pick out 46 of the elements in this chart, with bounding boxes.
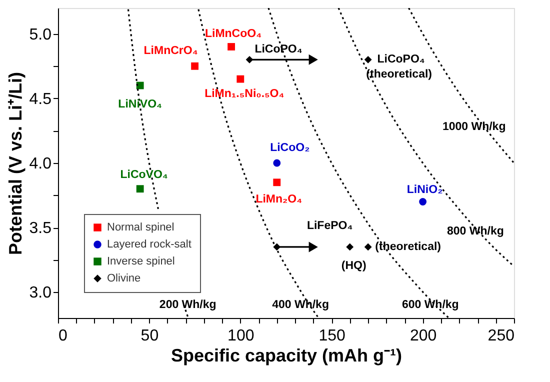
point	[346, 243, 354, 251]
point	[364, 243, 372, 251]
annotation: 1000 Wh/kg	[442, 120, 506, 133]
legend-label: Olivine	[107, 272, 141, 284]
annotation: LiNiVO₄	[118, 98, 162, 110]
annotation: (theoretical)	[375, 240, 442, 253]
point	[364, 56, 372, 64]
annotation: LiMnCrO₄	[144, 45, 198, 58]
point	[273, 178, 281, 186]
x-tick-label: 50	[140, 328, 159, 344]
annotation: LiCoVO₄	[120, 168, 168, 181]
point	[273, 159, 281, 167]
legend-label: Inverse spinel	[107, 256, 175, 268]
x-tick-label: 100	[228, 328, 254, 344]
annotation: 800 Wh/kg	[446, 225, 504, 238]
annotation: LiCoPO₄	[377, 54, 425, 66]
legend-label: Normal spinel	[107, 222, 174, 234]
y-tick-label: 3.0	[29, 284, 52, 302]
annotation: (theoretical)	[366, 68, 432, 81]
legend-label: Layered rock-salt	[107, 238, 192, 250]
annotation: 200 Wh/kg	[159, 299, 216, 312]
annotation: (HQ)	[341, 260, 366, 272]
point	[419, 198, 427, 206]
x-tick-label: 0	[58, 328, 68, 344]
y-tick-label: 4.5	[29, 90, 52, 108]
annotation: LiCoPO₄	[254, 44, 302, 56]
annotation: LiMnCoO₄	[204, 28, 262, 40]
y-tick-label: 4.0	[29, 156, 52, 172]
x-axis-title: Specific capacity (mAh g⁻¹)	[170, 346, 402, 366]
x-tick-label: 200	[410, 328, 437, 344]
annotation: 600 Wh/kg	[402, 299, 459, 312]
annotation: 400 Wh/kg	[272, 299, 329, 312]
x-tick-label: 250	[488, 328, 515, 344]
point	[136, 185, 144, 193]
point	[236, 75, 244, 83]
y-axis-title: Potential (V vs. Li⁺/Li)	[5, 72, 26, 256]
annotation: LiNiO₂	[406, 184, 443, 196]
annotation: LiCoO₂	[270, 142, 310, 154]
x-tick-label: 150	[318, 328, 346, 344]
point	[228, 43, 235, 50]
y-tick-label: 3.5	[29, 220, 52, 238]
y-tick-label: 5.0	[29, 26, 52, 44]
annotation: LiMn₁.₅Ni₀.₅O₄	[204, 88, 284, 100]
annotation: LiFePO₄	[306, 220, 353, 232]
annotation: LiMn₂O₄	[256, 193, 302, 206]
point	[191, 62, 199, 70]
